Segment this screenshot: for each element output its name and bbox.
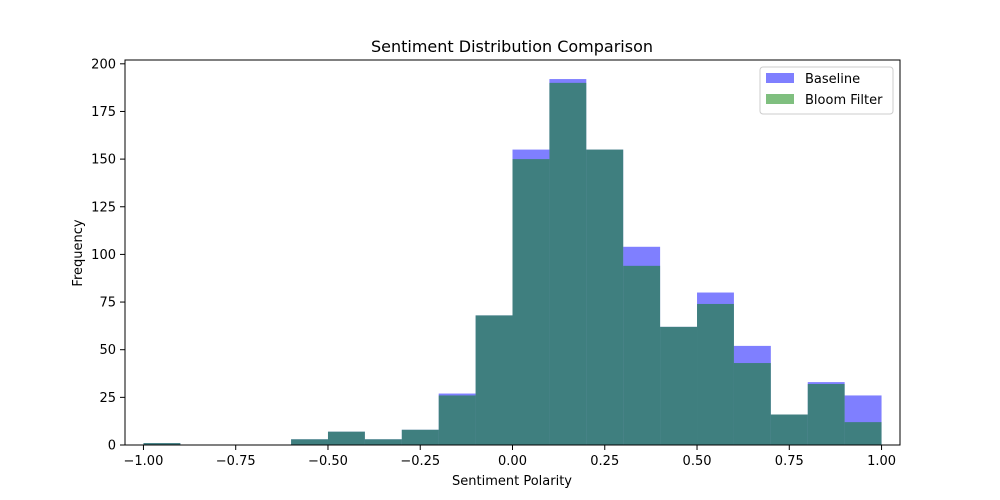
y-tick-label: 50 xyxy=(99,343,116,358)
legend-swatch-bloom-filter xyxy=(766,94,794,104)
y-tick-label: 100 xyxy=(91,248,116,263)
legend-label-baseline: Baseline xyxy=(805,72,860,87)
bar-bloom-filter-19 xyxy=(844,422,882,445)
bar-bloom-filter-15 xyxy=(697,303,734,445)
chart-title: Sentiment Distribution Comparison xyxy=(371,37,653,56)
y-tick-label: 25 xyxy=(99,391,116,406)
y-tick-label: 75 xyxy=(99,296,116,311)
x-tick-label: 0.75 xyxy=(775,454,804,469)
legend-swatch-baseline xyxy=(766,73,794,83)
y-tick-label: 125 xyxy=(91,200,116,215)
bar-bloom-filter-5 xyxy=(327,431,365,445)
y-tick-label: 200 xyxy=(91,57,116,72)
bar-bloom-filter-8 xyxy=(438,395,476,445)
bar-bloom-filter-9 xyxy=(475,315,513,445)
y-tick-label: 175 xyxy=(91,105,116,120)
x-tick-label: 0.50 xyxy=(683,454,712,469)
bar-bloom-filter-16 xyxy=(733,363,771,445)
legend: Baseline Bloom Filter xyxy=(759,66,894,115)
x-axis-title: Sentiment Polarity xyxy=(452,474,572,489)
y-tick-label: 0 xyxy=(108,439,116,454)
x-tick-label: −1.00 xyxy=(124,454,164,469)
y-axis-title: Frequency xyxy=(71,219,86,286)
bar-bloom-filter-0 xyxy=(143,443,181,445)
bar-bloom-filter-7 xyxy=(401,429,439,445)
x-tick-label: −0.25 xyxy=(400,454,440,469)
x-tick-label: −0.75 xyxy=(216,454,256,469)
bar-bloom-filter-12 xyxy=(586,149,624,445)
x-tick-label: −0.50 xyxy=(308,454,348,469)
bar-bloom-filter-4 xyxy=(291,439,328,445)
x-axis: −1.00 −0.75 −0.50 −0.25 0.00 0.25 0.50 0.75 1.00 xyxy=(124,445,896,469)
bar-bloom-filter-14 xyxy=(660,326,698,445)
bar-bloom-filter-13 xyxy=(623,265,661,445)
bars-layer xyxy=(143,79,882,446)
bar-bloom-filter-10 xyxy=(512,159,550,445)
bar-bloom-filter-17 xyxy=(770,414,808,445)
x-tick-label: 0.25 xyxy=(590,454,619,469)
bar-bloom-filter-11 xyxy=(549,82,587,446)
legend-label-bloom-filter: Bloom Filter xyxy=(805,93,883,108)
y-tick-label: 150 xyxy=(91,153,116,168)
bar-bloom-filter-18 xyxy=(807,384,845,445)
x-tick-label: 1.00 xyxy=(867,454,896,469)
x-tick-label: 0.00 xyxy=(498,454,527,469)
y-axis: 0 25 50 75 100 125 150 175 200 xyxy=(91,57,125,454)
bar-bloom-filter-6 xyxy=(364,439,402,445)
